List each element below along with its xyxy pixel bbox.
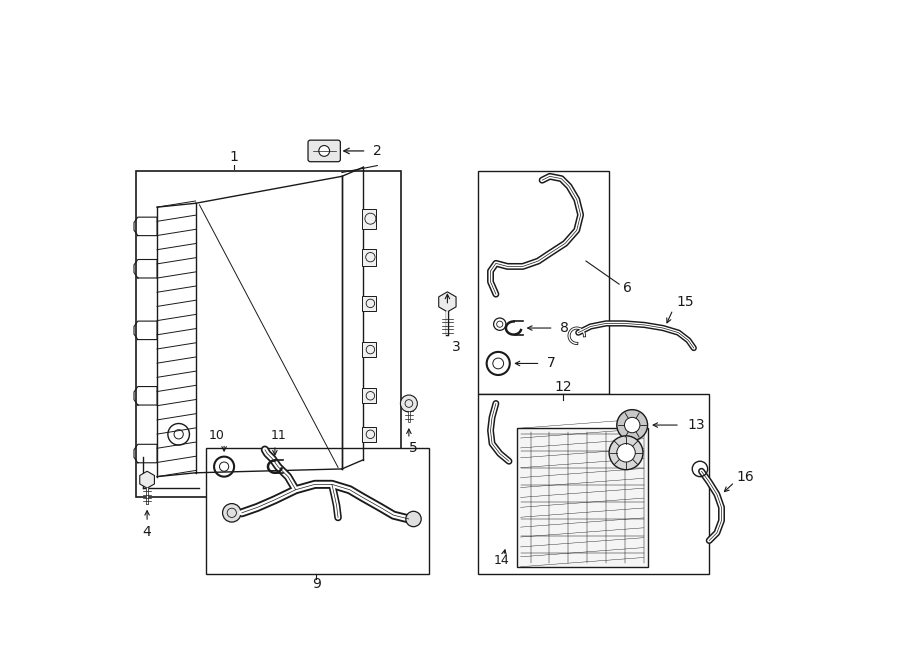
Circle shape <box>616 410 648 440</box>
Bar <box>136 171 401 498</box>
Circle shape <box>406 512 421 527</box>
Text: 4: 4 <box>143 525 151 539</box>
Circle shape <box>400 395 418 412</box>
Bar <box>362 295 376 311</box>
Text: 10: 10 <box>209 430 224 442</box>
Text: 11: 11 <box>271 430 286 442</box>
Bar <box>478 171 609 394</box>
Bar <box>362 342 376 358</box>
Circle shape <box>616 444 635 462</box>
Text: 8: 8 <box>560 321 569 335</box>
Text: 9: 9 <box>312 576 321 591</box>
Bar <box>362 388 376 403</box>
Text: 3: 3 <box>453 340 461 354</box>
Bar <box>362 209 376 229</box>
Text: 15: 15 <box>677 295 695 309</box>
Text: 16: 16 <box>737 469 755 484</box>
Text: 12: 12 <box>554 379 572 393</box>
FancyBboxPatch shape <box>308 140 340 162</box>
Circle shape <box>319 145 329 156</box>
Bar <box>478 394 709 574</box>
Bar <box>362 249 376 266</box>
Text: 5: 5 <box>410 441 418 455</box>
Bar <box>362 426 376 442</box>
Text: 6: 6 <box>623 281 632 295</box>
Bar <box>205 448 429 574</box>
Circle shape <box>625 417 640 433</box>
Bar <box>517 428 648 566</box>
Circle shape <box>222 504 241 522</box>
Circle shape <box>609 436 643 470</box>
Text: 2: 2 <box>373 144 382 158</box>
Text: 1: 1 <box>230 150 238 164</box>
Text: 14: 14 <box>493 554 509 566</box>
Text: 7: 7 <box>546 356 555 370</box>
Text: 13: 13 <box>688 418 706 432</box>
